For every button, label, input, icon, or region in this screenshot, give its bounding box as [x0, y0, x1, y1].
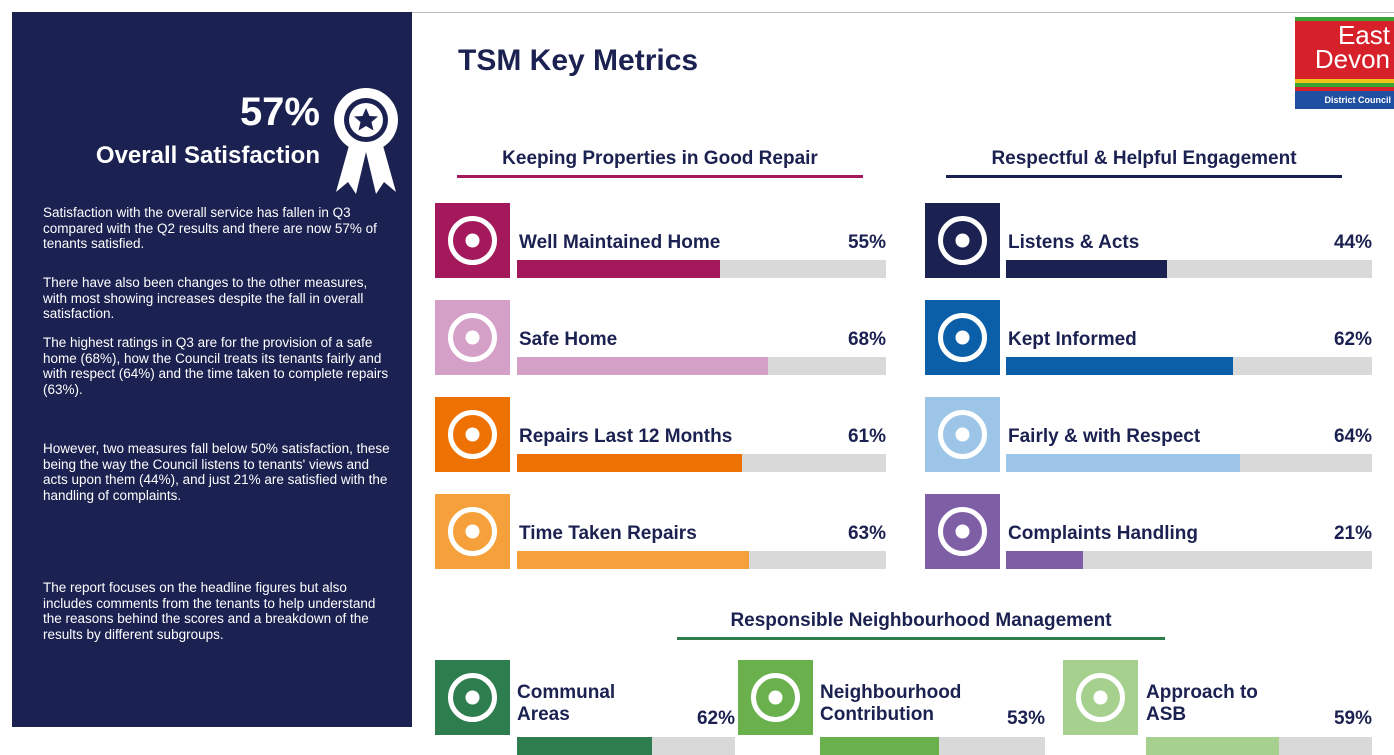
- paragraph: However, two measures fall below 50% sat…: [43, 441, 390, 503]
- metric-name: Kept Informed: [1008, 329, 1137, 350]
- paragraph: The highest ratings in Q3 are for the pr…: [43, 335, 389, 397]
- section-underline: [457, 175, 863, 178]
- logo-stripe: [1295, 83, 1394, 87]
- metric-name: Complaints Handling: [1008, 523, 1198, 544]
- paragraph: The report focuses on the headline figur…: [43, 580, 376, 642]
- icon-glyph: [448, 313, 497, 362]
- logo-text: East: [1337, 20, 1390, 50]
- bar-track: [1006, 454, 1372, 472]
- logo: East Devon District Council: [1295, 17, 1394, 109]
- metric-icon: [435, 660, 510, 735]
- metric-value: 62%: [696, 708, 735, 729]
- page-title: TSM Key Metrics: [458, 44, 699, 77]
- icon-glyph: [938, 313, 987, 362]
- metric-value: 62%: [1333, 329, 1372, 350]
- bar-track: [820, 737, 1045, 755]
- sidebar: 57% Overall Satisfaction Satisfaction wi…: [12, 12, 412, 727]
- bar-track: [1006, 357, 1372, 375]
- metric-icon: [925, 300, 1000, 375]
- metric-value: 55%: [847, 232, 886, 253]
- metric-value: 68%: [847, 329, 886, 350]
- bar-track: [517, 737, 735, 755]
- metric-value: 53%: [1006, 708, 1045, 729]
- metric-name: Repairs Last 12 Months: [519, 426, 733, 447]
- paragraph: There have also been changes to the othe…: [43, 275, 368, 322]
- icon-glyph: [1076, 673, 1125, 722]
- section-heading: Respectful & Helpful Engagement: [991, 148, 1297, 169]
- logo-text: District Council: [1295, 91, 1394, 109]
- bar: [517, 454, 743, 472]
- icon-glyph: [448, 410, 497, 459]
- icon-glyph: [751, 673, 800, 722]
- metric-icon: [738, 660, 813, 735]
- metric-name: Well Maintained Home: [519, 232, 721, 253]
- icon-glyph: [448, 216, 497, 265]
- metric-value: 63%: [847, 523, 886, 544]
- bar-track: [517, 260, 886, 278]
- section-heading: Keeping Properties in Good Repair: [502, 148, 818, 169]
- section-heading: Responsible Neighbourhood Management: [730, 610, 1112, 631]
- icon-glyph: [938, 410, 987, 459]
- metric-icon: [925, 203, 1000, 278]
- top-rule: [412, 12, 1394, 13]
- bar: [820, 737, 940, 755]
- icon-glyph: [938, 507, 987, 556]
- metric-icon: [1063, 660, 1138, 735]
- bar: [517, 357, 768, 375]
- logo-stripe: [1295, 79, 1394, 83]
- metric-name: Fairly & with Respect: [1008, 426, 1201, 447]
- metric-value: 21%: [1333, 523, 1372, 544]
- metric-icon: [435, 203, 510, 278]
- metric-name: Listens & Acts: [1008, 232, 1140, 253]
- icon-glyph: [448, 673, 497, 722]
- metric-name: Approach to ASB: [1146, 682, 1258, 725]
- bar: [517, 737, 653, 755]
- bar: [1006, 454, 1241, 472]
- bar-track: [1006, 551, 1372, 569]
- rosette-icon: [334, 88, 398, 194]
- headline: 57%: [239, 90, 320, 134]
- bar-track: [1146, 737, 1372, 755]
- headline-subtitle: Overall Satisfaction: [95, 142, 320, 169]
- bar: [517, 551, 750, 569]
- bar: [1006, 551, 1083, 569]
- metric-name: Communal Areas: [517, 682, 616, 725]
- metric-icon: [435, 300, 510, 375]
- bar: [1006, 357, 1233, 375]
- bar: [517, 260, 720, 278]
- bar-track: [517, 454, 886, 472]
- section-underline: [677, 637, 1165, 640]
- metric-value: 64%: [1333, 426, 1372, 447]
- section-underline: [946, 175, 1342, 178]
- logo-stripe: [1295, 17, 1394, 21]
- metric-icon: [435, 494, 510, 569]
- logo-text: Devon: [1314, 44, 1390, 74]
- metric-value: 61%: [847, 426, 886, 447]
- page: 57% Overall Satisfaction Satisfaction wi…: [12, 12, 1394, 755]
- bar-track: [1006, 260, 1372, 278]
- metric-icon: [925, 397, 1000, 472]
- paragraph: Satisfaction with the overall service ha…: [43, 205, 377, 252]
- metric-name: Time Taken Repairs: [519, 523, 697, 544]
- icon-glyph: [448, 507, 497, 556]
- metric-icon: [435, 397, 510, 472]
- metric-name: Safe Home: [519, 329, 618, 350]
- metric-value: 59%: [1333, 708, 1372, 729]
- bar-track: [517, 357, 886, 375]
- metric-value: 44%: [1333, 232, 1372, 253]
- metric-name: Neighbourhood Contribution: [820, 682, 962, 725]
- bar-track: [517, 551, 886, 569]
- bar: [1006, 260, 1168, 278]
- icon-glyph: [938, 216, 987, 265]
- bar: [1146, 737, 1280, 755]
- metric-icon: [925, 494, 1000, 569]
